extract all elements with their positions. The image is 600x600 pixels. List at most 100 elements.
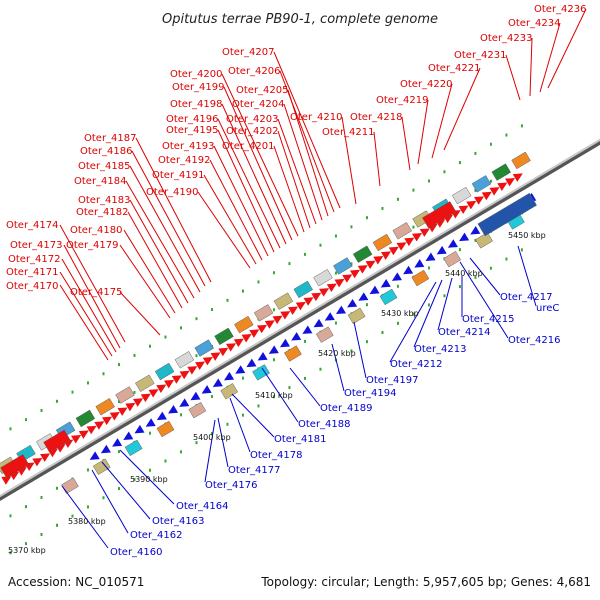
tick-dot <box>272 271 275 275</box>
tick-dot <box>148 468 151 472</box>
tick-dot <box>241 413 244 417</box>
forward-feature <box>253 304 274 322</box>
reverse-connector <box>231 393 275 438</box>
gene-label-forward: Oter_4233 <box>480 33 533 44</box>
forward-connector <box>277 130 311 229</box>
reverse-feature <box>315 326 334 343</box>
gene-label-forward: Oter_4185 <box>78 161 131 172</box>
forward-arrow <box>86 425 97 435</box>
forward-connector <box>209 159 263 261</box>
forward-feature <box>115 386 135 404</box>
reverse-connector <box>119 449 175 505</box>
backbone <box>0 138 600 501</box>
tick-dot <box>319 367 322 371</box>
tick-dot <box>396 284 399 288</box>
tick-label: 5410 kbp <box>255 391 293 400</box>
tick-dot <box>350 225 353 229</box>
tick-dot <box>350 262 353 266</box>
tick-dot <box>272 308 275 312</box>
tick-dot <box>412 225 415 229</box>
tick-dot <box>117 487 120 491</box>
gene-label-reverse: Oter_4189 <box>320 403 373 414</box>
tick-dot <box>71 514 74 518</box>
tick-dot <box>520 124 523 128</box>
tick-dot <box>133 477 136 481</box>
forward-connector <box>505 54 521 101</box>
forward-arrow <box>171 375 182 384</box>
tick-dot <box>427 179 430 183</box>
tick-dot <box>86 381 89 385</box>
forward-feature <box>194 339 214 357</box>
gene-label-forward: Oter_4204 <box>232 99 285 110</box>
reverse-arrow <box>89 451 100 460</box>
gene-label-forward: Oter_4190 <box>146 187 199 198</box>
tick-dot <box>24 505 27 509</box>
gene-label-forward: Oter_4205 <box>236 85 289 96</box>
forward-arrow <box>404 237 415 247</box>
forward-connector <box>197 191 251 269</box>
reverse-feature <box>411 269 430 287</box>
reverse-arrow <box>358 292 369 301</box>
reverse-connector <box>101 461 151 520</box>
tick-dot <box>427 303 430 307</box>
reverse-connector <box>217 417 229 468</box>
tick-dot <box>474 151 477 155</box>
gene-label-reverse: Oter_4212 <box>390 359 443 370</box>
tick-label: 5400 kbp <box>193 433 231 442</box>
forward-arrow <box>156 384 167 393</box>
forward-connector <box>221 73 299 237</box>
forward-feature <box>471 175 492 193</box>
forward-connector <box>203 174 257 265</box>
gene-label-reverse: Oter_4163 <box>152 516 205 527</box>
reverse-arrow <box>212 378 223 387</box>
forward-connector <box>123 229 176 314</box>
reverse-arrow <box>414 259 425 268</box>
reverse-feature <box>124 439 143 457</box>
reverse-arrow <box>123 431 134 441</box>
tick-dot <box>195 441 198 445</box>
forward-connector <box>217 129 275 253</box>
tick-dot <box>520 248 523 252</box>
tick-dot <box>148 431 151 435</box>
forward-arrow <box>311 292 322 302</box>
forward-arrow <box>357 265 368 274</box>
gene-label-forward: Oter_4191 <box>152 170 205 181</box>
forward-arrow <box>373 255 384 265</box>
tick-dot <box>319 243 322 247</box>
forward-arrow <box>148 389 159 398</box>
tick-dot <box>117 400 120 404</box>
forward-connector <box>443 67 481 151</box>
forward-arrow <box>388 246 399 256</box>
reverse-connector <box>437 277 453 331</box>
tick-dot <box>133 353 136 357</box>
forward-arrow <box>342 274 353 283</box>
forward-arrow <box>1 476 12 485</box>
tick-dot <box>427 266 430 270</box>
reverse-gene <box>477 192 537 237</box>
forward-feature <box>511 151 531 170</box>
forward-arrow <box>125 402 136 412</box>
forward-feature <box>293 280 313 299</box>
forward-arrow <box>94 421 105 430</box>
tick-dot <box>102 372 105 376</box>
forward-arrow <box>326 283 337 292</box>
gene-label-reverse: Oter_4216 <box>508 335 561 346</box>
reverse-labels: Oter_4160 Oter_4162 Oter_4163 Oter_4164 … <box>110 292 561 558</box>
tick-dot <box>288 386 291 390</box>
forward-arrow <box>164 379 175 389</box>
forward-feature <box>451 186 472 205</box>
forward-connector <box>341 116 357 205</box>
forward-arrow <box>334 278 345 288</box>
tick-dot <box>9 551 12 555</box>
tick-label: 5370 kbp <box>8 546 46 555</box>
reverse-arrow <box>224 371 235 381</box>
reverse-arrow <box>369 285 380 295</box>
forward-feature <box>214 327 234 345</box>
gene-label-forward: Oter_4172 <box>8 254 61 265</box>
forward-arrow <box>512 173 523 182</box>
reverse-arrow <box>291 332 302 341</box>
forward-feature <box>174 351 195 369</box>
label-connectors <box>59 8 587 549</box>
forward-arrow <box>241 334 252 343</box>
tick-dot <box>241 376 244 380</box>
